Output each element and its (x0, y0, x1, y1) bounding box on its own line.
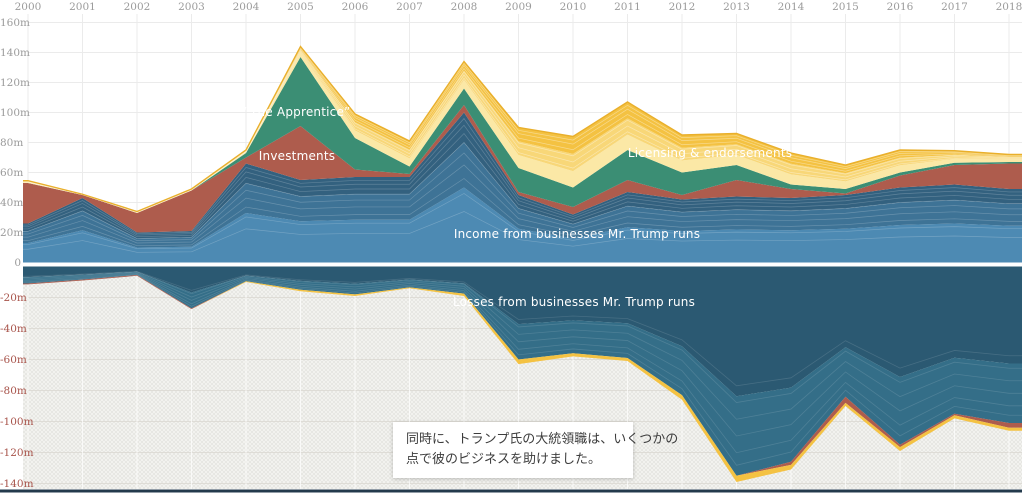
y-axis-tick-60m: 60m (0, 166, 24, 179)
x-axis-tick-2000: 2000 (14, 1, 42, 13)
area-income-businesses (23, 112, 1022, 239)
y-axis-tick-100m: 100m (0, 106, 30, 119)
y-axis-tick-0: 0 (14, 256, 21, 269)
chart-bottom-border (0, 489, 1022, 493)
area-licensing-endorsements (23, 53, 1022, 213)
y-axis-tick--20m: -20m (0, 291, 27, 304)
label-losses-from-businesses: Losses from businesses Mr. Trump runs (452, 295, 696, 309)
x-axis-tick-2003: 2003 (178, 1, 205, 13)
stripe-line (23, 193, 1022, 250)
stripe-line (23, 132, 1022, 238)
area-apprentice (23, 57, 1022, 213)
stripe-line (23, 274, 1022, 466)
x-axis-tick-2018: 2018 (995, 1, 1022, 13)
stripe-line (23, 52, 1022, 213)
x-axis-tick-2005: 2005 (287, 1, 314, 13)
area-losses-businesses (23, 266, 1022, 397)
label-the-apprentice: “The Apprentice” (243, 105, 351, 119)
x-axis-tick-2008: 2008 (450, 1, 478, 13)
x-axis-tick-2017: 2017 (941, 1, 968, 13)
annotation-box: 同時に、トランプ氏の大統領職は、いくつかの 点で彼のビジネスを助けました。 (393, 422, 678, 479)
annotation-line2: 点で彼のビジネスを助けました。 (406, 452, 602, 468)
area-income-businesses (23, 187, 1022, 263)
x-axis-tick-2011: 2011 (614, 1, 641, 13)
stripe-line (23, 211, 1022, 253)
stripe-line (23, 152, 1022, 241)
x-axis-tick-2007: 2007 (396, 1, 423, 13)
stripe-line (23, 272, 1022, 437)
x-axis-tick-2015: 2015 (832, 1, 859, 13)
stripe-line (23, 272, 1022, 420)
y-axis-tick-40m: 40m (0, 196, 24, 209)
x-axis-tick-2014: 2014 (777, 1, 805, 13)
y-axis-tick--80m: -80m (0, 384, 27, 397)
y-axis-tick-20m: 20m (0, 226, 24, 239)
stripe-line (23, 141, 1022, 239)
x-axis-tick-2009: 2009 (505, 1, 532, 13)
x-axis-tick-2016: 2016 (886, 1, 914, 13)
area-investments (23, 105, 1022, 233)
stripe-line (23, 270, 1022, 387)
x-axis-tick-2010: 2010 (559, 1, 587, 13)
x-axis-tick-2006: 2006 (341, 1, 369, 13)
x-axis-tick-2004: 2004 (232, 1, 260, 13)
y-axis-tick-140m: 140m (0, 46, 30, 59)
y-axis-tick--40m: -40m (0, 322, 27, 335)
stripe-line (23, 273, 1022, 454)
y-axis-tick--140m: -140m (0, 477, 34, 490)
stack-top-edge (23, 45, 1022, 213)
stripe-line (23, 117, 1022, 235)
stripe-line (23, 178, 1022, 247)
x-axis-tick-2002: 2002 (123, 1, 151, 13)
y-axis-tick-80m: 80m (0, 136, 24, 149)
y-axis-tick-120m: 120m (0, 76, 30, 89)
area-losses-businesses (23, 271, 1022, 476)
y-axis-tick--60m: -60m (0, 353, 27, 366)
area-licensing-endorsements (23, 46, 1022, 213)
y-axis-tick--120m: -120m (0, 446, 34, 459)
label-income-from-businesses: Income from businesses Mr. Trump runs (453, 227, 701, 241)
stripe-line (23, 271, 1022, 403)
y-axis-tick-160m: 160m (0, 16, 30, 29)
label-investments: Investments (258, 149, 336, 163)
stripe-line (23, 164, 1022, 244)
x-axis-tick-2012: 2012 (668, 1, 696, 13)
x-axis-tick-2001: 2001 (69, 1, 96, 13)
zero-baseline-gap (23, 262, 1022, 267)
area-income-businesses (23, 142, 1022, 248)
label-licensing-endorsements: Licensing & endorsements (627, 146, 793, 160)
stripe-line (23, 124, 1022, 236)
annotation-line1: 同時に、トランプ氏の大統領職は、いくつかの (406, 432, 679, 447)
x-axis-tick-2013: 2013 (723, 1, 750, 13)
y-axis-tick--100m: -100m (0, 415, 34, 428)
